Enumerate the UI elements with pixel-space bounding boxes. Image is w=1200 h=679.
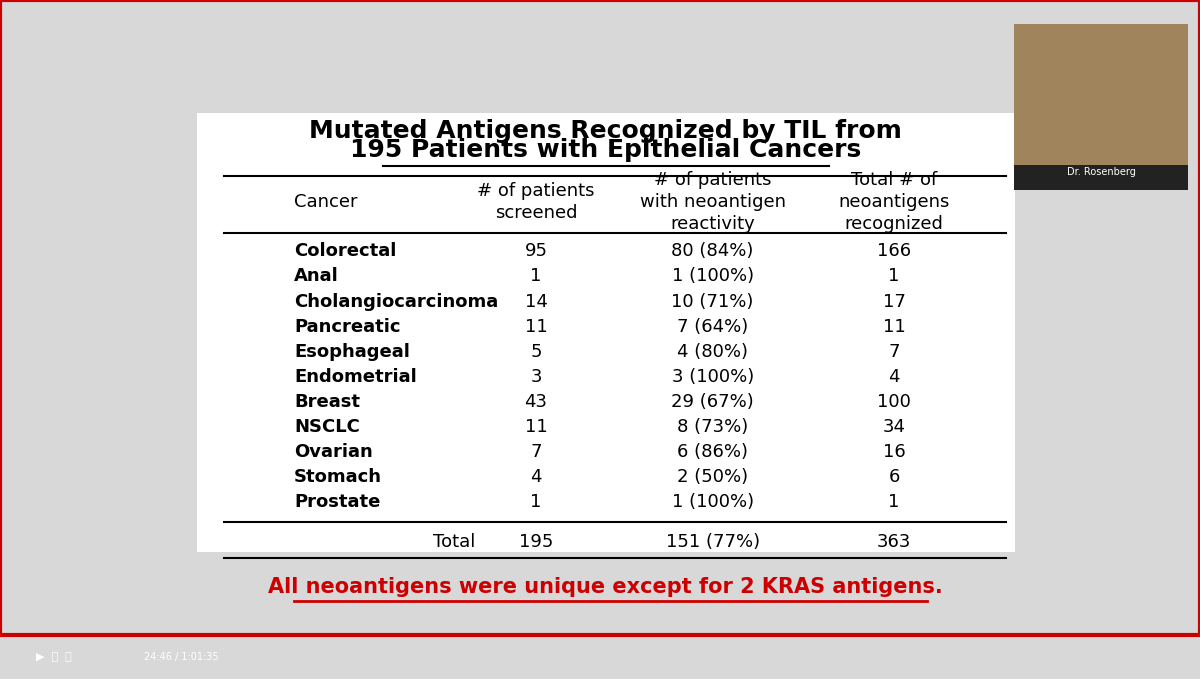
Text: 195 Patients with Epithelial Cancers: 195 Patients with Epithelial Cancers	[350, 139, 862, 162]
Text: Prostate: Prostate	[294, 494, 380, 511]
Text: 14: 14	[524, 293, 547, 310]
Text: Total # of
neoantigens
recognized: Total # of neoantigens recognized	[839, 170, 949, 233]
Bar	[1014, 165, 1188, 190]
Text: 1: 1	[888, 268, 900, 285]
Text: Colorectal: Colorectal	[294, 242, 396, 261]
Text: Ovarian: Ovarian	[294, 443, 373, 461]
Text: 7: 7	[888, 343, 900, 361]
Text: Anal: Anal	[294, 268, 338, 285]
Text: 43: 43	[524, 393, 547, 411]
Text: Breast: Breast	[294, 393, 360, 411]
Text: 24:46 / 1:01:35: 24:46 / 1:01:35	[144, 652, 218, 662]
Text: Cholangiocarcinoma: Cholangiocarcinoma	[294, 293, 498, 310]
Text: 11: 11	[524, 318, 547, 335]
Text: 195: 195	[518, 533, 553, 551]
Text: 1 (100%): 1 (100%)	[672, 268, 754, 285]
Text: 95: 95	[524, 242, 547, 261]
Text: 34: 34	[882, 418, 906, 436]
Text: 166: 166	[877, 242, 911, 261]
Text: 1: 1	[888, 494, 900, 511]
Text: NSCLC: NSCLC	[294, 418, 360, 436]
Text: 6 (86%): 6 (86%)	[677, 443, 748, 461]
Text: 7 (64%): 7 (64%)	[677, 318, 749, 335]
Text: 4: 4	[530, 469, 541, 486]
Text: # of patients
with neoantigen
reactivity: # of patients with neoantigen reactivity	[640, 170, 786, 233]
Text: Esophageal: Esophageal	[294, 343, 410, 361]
Text: 2 (50%): 2 (50%)	[677, 469, 749, 486]
Text: Dr. Rosenberg: Dr. Rosenberg	[1067, 167, 1135, 177]
Text: 6: 6	[888, 469, 900, 486]
Text: 4 (80%): 4 (80%)	[677, 343, 748, 361]
Text: Cancer: Cancer	[294, 193, 358, 210]
Text: 3: 3	[530, 368, 541, 386]
Text: 10 (71%): 10 (71%)	[672, 293, 754, 310]
Text: 29 (67%): 29 (67%)	[671, 393, 754, 411]
Text: 363: 363	[877, 533, 911, 551]
Text: 17: 17	[882, 293, 906, 310]
Text: 4: 4	[888, 368, 900, 386]
Text: 8 (73%): 8 (73%)	[677, 418, 749, 436]
Text: 80 (84%): 80 (84%)	[672, 242, 754, 261]
Text: 1 (100%): 1 (100%)	[672, 494, 754, 511]
Text: 11: 11	[524, 418, 547, 436]
Text: 3 (100%): 3 (100%)	[672, 368, 754, 386]
Text: 151 (77%): 151 (77%)	[666, 533, 760, 551]
Text: 7: 7	[530, 443, 541, 461]
Text: # of patients
screened: # of patients screened	[478, 181, 595, 222]
Text: 16: 16	[883, 443, 905, 461]
Text: Total: Total	[433, 533, 475, 551]
Text: Mutated Antigens Recognized by TIL from: Mutated Antigens Recognized by TIL from	[310, 119, 902, 143]
Text: All neoantigens were unique except for 2 KRAS antigens.: All neoantigens were unique except for 2…	[269, 576, 943, 597]
Text: 11: 11	[883, 318, 905, 335]
Text: ▶  ⏭  🔊: ▶ ⏭ 🔊	[36, 652, 72, 662]
Text: Endometrial: Endometrial	[294, 368, 416, 386]
Text: Stomach: Stomach	[294, 469, 382, 486]
Text: 1: 1	[530, 268, 541, 285]
Text: 100: 100	[877, 393, 911, 411]
Text: 1: 1	[530, 494, 541, 511]
Text: 5: 5	[530, 343, 541, 361]
FancyBboxPatch shape	[197, 113, 1015, 552]
Text: Pancreatic: Pancreatic	[294, 318, 401, 335]
